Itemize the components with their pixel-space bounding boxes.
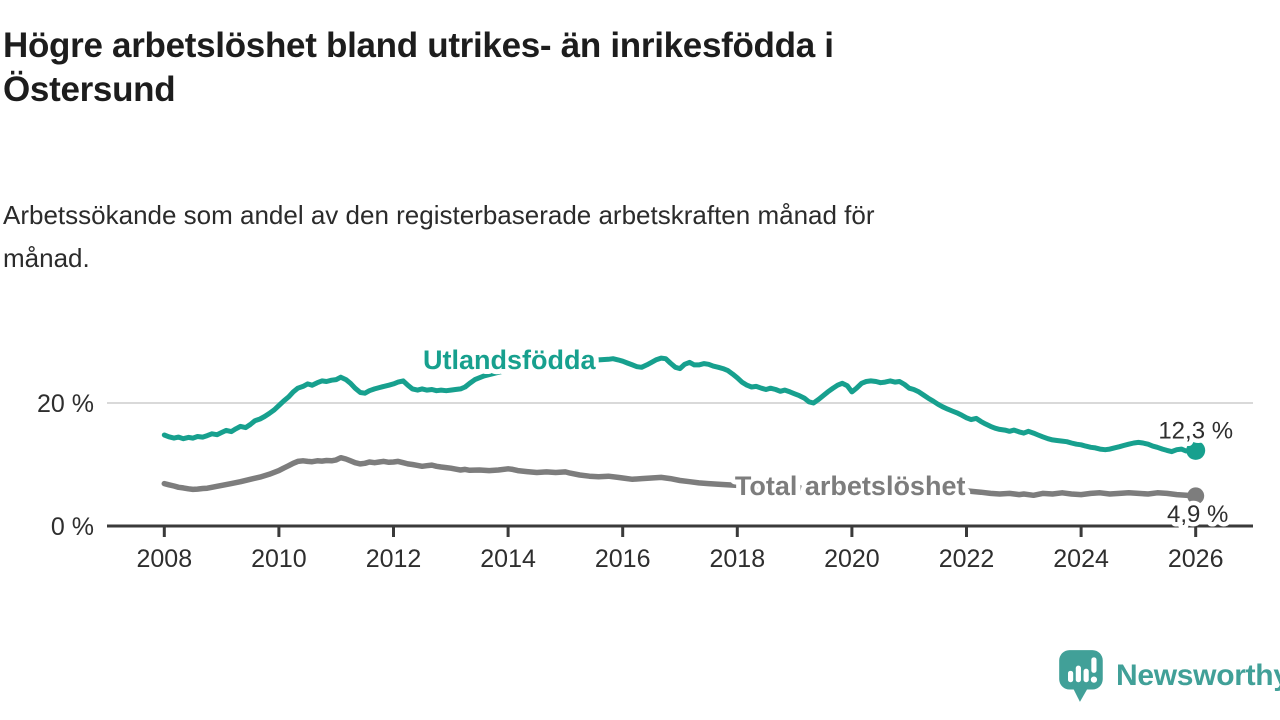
chart-subtitle-line: Arbetssökande som andel av den registerb… bbox=[3, 200, 875, 230]
x-axis-tick-label: 2016 bbox=[595, 545, 651, 573]
page-title-line: Högre arbetslöshet bland utrikes- än inr… bbox=[3, 26, 834, 65]
x-axis-tick-label: 2020 bbox=[824, 545, 880, 573]
page-title-line: Östersund bbox=[3, 70, 176, 109]
newsworthy-logo: Newsworthy bbox=[1056, 648, 1280, 704]
y-axis-tick-label: 20 % bbox=[37, 390, 94, 418]
series-end-value-label: 4,9 % bbox=[1167, 501, 1228, 528]
x-axis-tick-label: 2008 bbox=[136, 545, 192, 573]
newsworthy-speech-bubble-bar-chart-icon bbox=[1059, 650, 1103, 702]
x-axis-tick-label: 2010 bbox=[251, 545, 307, 573]
series-end-value-label: 12,3 % bbox=[1158, 417, 1233, 444]
x-axis-tick-label: 2024 bbox=[1053, 545, 1109, 573]
chart-subtitle-line: månad. bbox=[3, 243, 90, 273]
x-axis-tick-label: 2022 bbox=[939, 545, 995, 573]
series-label: Total arbetslöshet bbox=[735, 471, 966, 501]
newsworthy-wordmark: Newsworthy bbox=[1116, 659, 1280, 692]
y-axis-tick-label: 0 % bbox=[51, 513, 94, 541]
series-end-dot bbox=[1186, 440, 1206, 460]
x-axis-tick-label: 2018 bbox=[709, 545, 765, 573]
series-line bbox=[161, 355, 1199, 455]
series-label: Utlandsfödda bbox=[423, 345, 596, 375]
series-line bbox=[161, 454, 1199, 499]
x-axis-tick-label: 2012 bbox=[366, 545, 422, 573]
x-axis-tick-label: 2026 bbox=[1168, 545, 1224, 573]
chart-subtitle: Arbetssökande som andel av den registerb… bbox=[3, 194, 1233, 280]
series-end-dot bbox=[1187, 487, 1205, 505]
x-axis-tick-label: 2014 bbox=[480, 545, 536, 573]
page-title: Högre arbetslöshet bland utrikes- än inr… bbox=[3, 24, 1233, 112]
